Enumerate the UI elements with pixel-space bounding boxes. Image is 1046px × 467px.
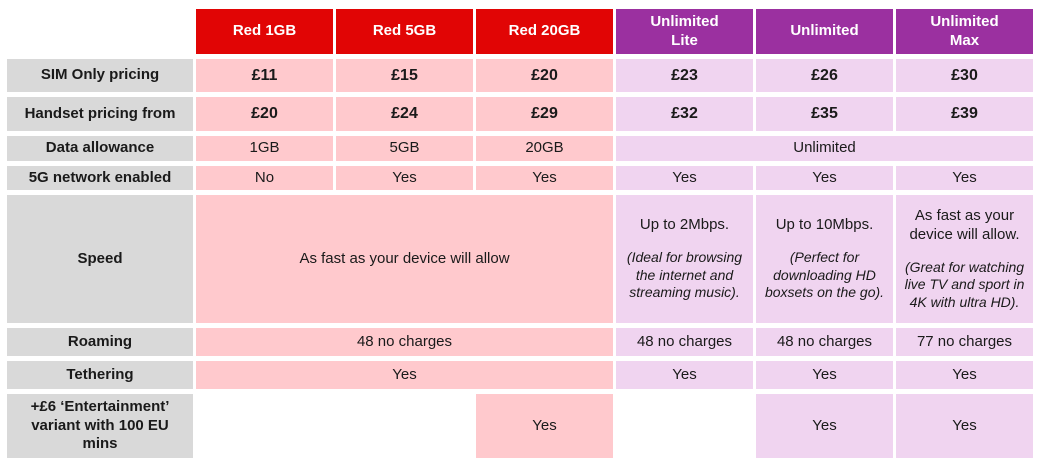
- tethering-row: Tethering Yes Yes Yes Yes: [7, 361, 1033, 389]
- tethering-unlimited-max: Yes: [896, 361, 1033, 389]
- speed-note-text: (Great for watching live TV and sport in…: [904, 258, 1025, 310]
- tethering-red-span: Yes: [196, 361, 613, 389]
- speed-main-text: As fast as your device will allow.: [909, 207, 1020, 243]
- col-header-red-20gb: Red 20GB: [476, 9, 613, 54]
- handset-price-red-5gb: £24: [336, 97, 473, 131]
- row-label-data-allowance: Data allowance: [7, 136, 193, 161]
- speed-main-text: Up to 2Mbps.: [639, 216, 730, 234]
- handset-price-unlimited: £35: [756, 97, 893, 131]
- header-row: Red 1GB Red 5GB Red 20GB Unlimited Lite …: [7, 9, 1033, 54]
- sim-price-unlimited-lite: £23: [616, 59, 753, 92]
- data-red-5gb: 5GB: [336, 136, 473, 161]
- plan-comparison-table: Red 1GB Red 5GB Red 20GB Unlimited Lite …: [4, 4, 1036, 463]
- row-label-roaming: Roaming: [7, 328, 193, 356]
- data-red-1gb: 1GB: [196, 136, 333, 161]
- col-header-unlimited-lite: Unlimited Lite: [616, 9, 753, 54]
- speed-red-span: As fast as your device will allow: [196, 195, 613, 323]
- sim-price-unlimited: £26: [756, 59, 893, 92]
- 5g-red-5gb: Yes: [336, 166, 473, 190]
- row-label-5g: 5G network enabled: [7, 166, 193, 190]
- roaming-unlimited: 48 no charges: [756, 328, 893, 356]
- col-header-red-1gb: Red 1GB: [196, 9, 333, 54]
- 5g-red-20gb: Yes: [476, 166, 613, 190]
- handset-price-red-1gb: £20: [196, 97, 333, 131]
- col-header-unlimited: Unlimited: [756, 9, 893, 54]
- 5g-unlimited-lite: Yes: [616, 166, 753, 190]
- entertainment-unlimited: Yes: [756, 394, 893, 458]
- handset-price-unlimited-lite: £32: [616, 97, 753, 131]
- tethering-unlimited-lite: Yes: [616, 361, 753, 389]
- sim-price-unlimited-max: £30: [896, 59, 1033, 92]
- speed-row: Speed As fast as your device will allow …: [7, 195, 1033, 323]
- header-spacer-cell: [7, 9, 193, 54]
- col-header-red-5gb: Red 5GB: [336, 9, 473, 54]
- data-allowance-row: Data allowance 1GB 5GB 20GB Unlimited: [7, 136, 1033, 161]
- handset-pricing-row: Handset pricing from £20 £24 £29 £32 £35…: [7, 97, 1033, 131]
- row-label-entertainment: +£6 ‘Entertainment’ variant with 100 EU …: [7, 394, 193, 458]
- col-header-unlimited-max: Unlimited Max: [896, 9, 1033, 54]
- row-label-sim-only: SIM Only pricing: [7, 59, 193, 92]
- row-label-tethering: Tethering: [7, 361, 193, 389]
- entertainment-red-5gb-empty: [336, 394, 473, 458]
- five-g-row: 5G network enabled No Yes Yes Yes Yes Ye…: [7, 166, 1033, 190]
- entertainment-row: +£6 ‘Entertainment’ variant with 100 EU …: [7, 394, 1033, 458]
- speed-note-text: (Ideal for browsing the internet and str…: [626, 249, 743, 301]
- handset-price-unlimited-max: £39: [896, 97, 1033, 131]
- sim-price-red-20gb: £20: [476, 59, 613, 92]
- roaming-row: Roaming 48 no charges 48 no charges 48 n…: [7, 328, 1033, 356]
- row-label-handset: Handset pricing from: [7, 97, 193, 131]
- sim-price-red-5gb: £15: [336, 59, 473, 92]
- 5g-red-1gb: No: [196, 166, 333, 190]
- speed-main-text: Up to 10Mbps.: [775, 216, 874, 234]
- tethering-unlimited: Yes: [756, 361, 893, 389]
- row-label-speed: Speed: [7, 195, 193, 323]
- roaming-red-span: 48 no charges: [196, 328, 613, 356]
- speed-unlimited-max: As fast as your device will allow. (Grea…: [896, 195, 1033, 323]
- data-red-20gb: 20GB: [476, 136, 613, 161]
- 5g-unlimited: Yes: [756, 166, 893, 190]
- sim-only-pricing-row: SIM Only pricing £11 £15 £20 £23 £26 £30: [7, 59, 1033, 92]
- data-unlimited-span: Unlimited: [616, 136, 1033, 161]
- entertainment-red-1gb-empty: [196, 394, 333, 458]
- speed-note-text: (Perfect for downloading HD boxsets on t…: [764, 249, 885, 301]
- 5g-unlimited-max: Yes: [896, 166, 1033, 190]
- roaming-unlimited-lite: 48 no charges: [616, 328, 753, 356]
- entertainment-red-20gb: Yes: [476, 394, 613, 458]
- sim-price-red-1gb: £11: [196, 59, 333, 92]
- speed-unlimited-lite: Up to 2Mbps. (Ideal for browsing the int…: [616, 195, 753, 323]
- handset-price-red-20gb: £29: [476, 97, 613, 131]
- roaming-unlimited-max: 77 no charges: [896, 328, 1033, 356]
- entertainment-unlimited-max: Yes: [896, 394, 1033, 458]
- entertainment-unlimited-lite-empty: [616, 394, 753, 458]
- speed-unlimited: Up to 10Mbps. (Perfect for downloading H…: [756, 195, 893, 323]
